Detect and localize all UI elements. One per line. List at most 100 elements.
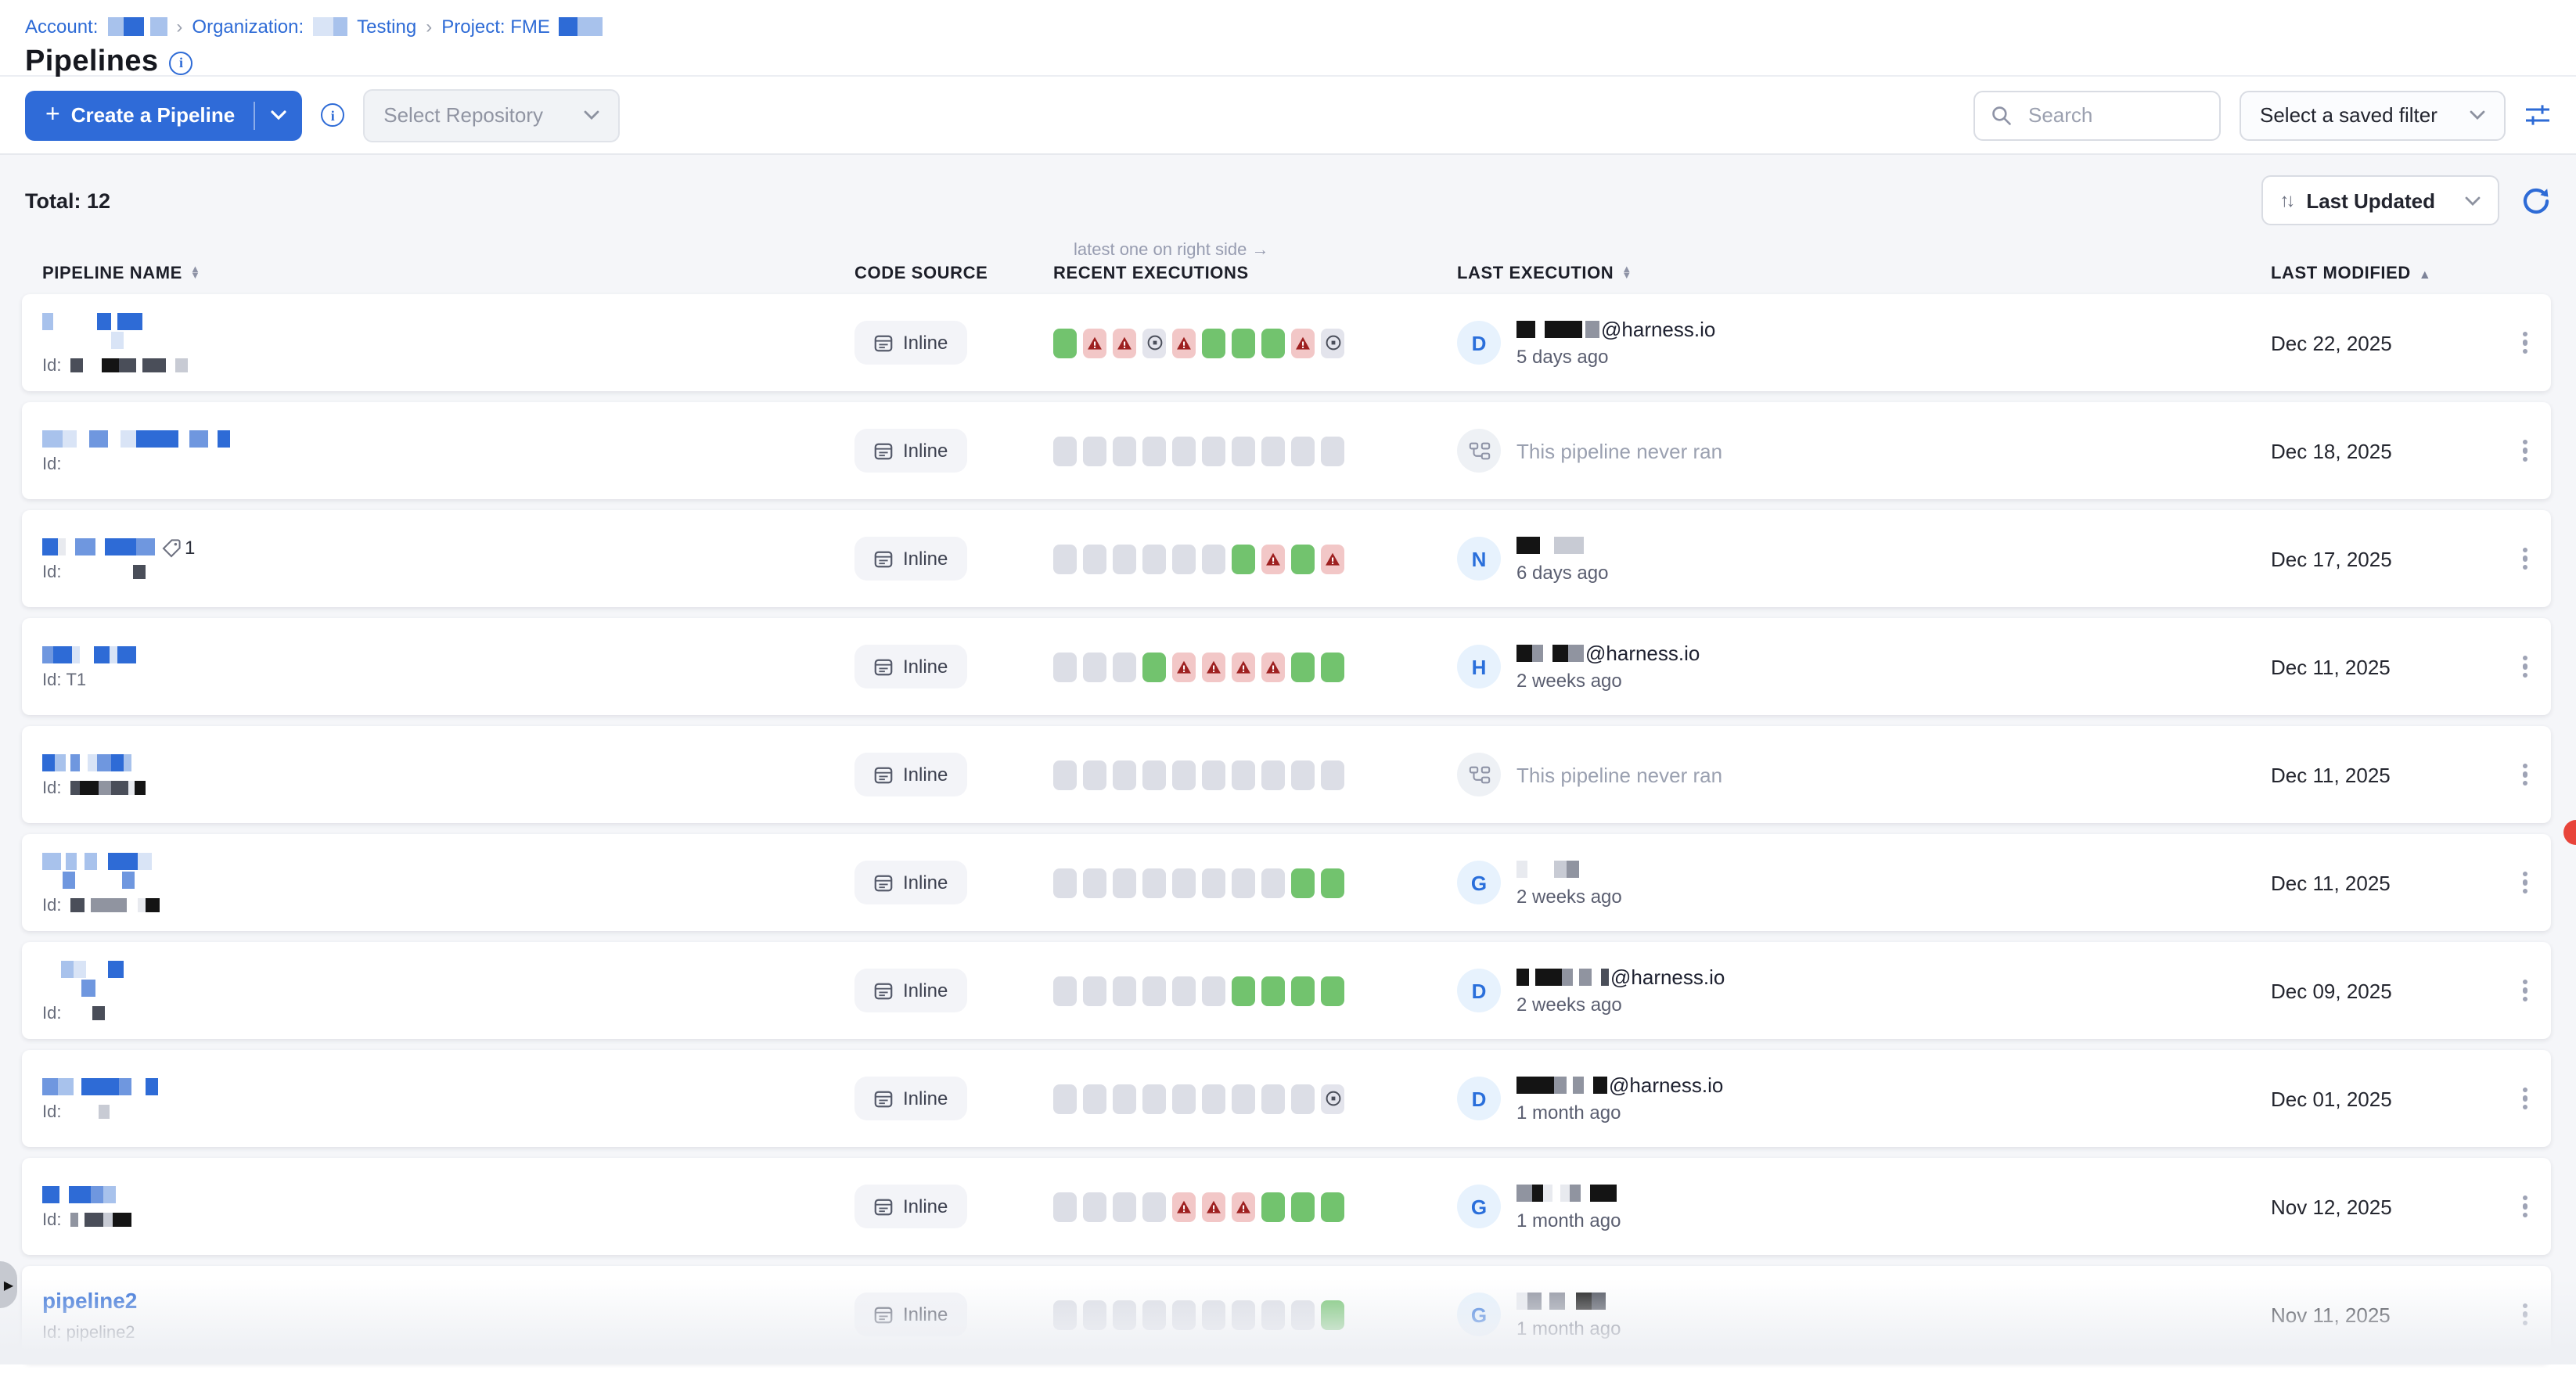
execution-failed[interactable]: [1232, 652, 1255, 681]
breadcrumb-account-link[interactable]: Account:: [25, 16, 98, 38]
column-pipeline-name[interactable]: PIPELINE NAME ▲▼: [42, 264, 854, 283]
pipeline-row[interactable]: Id: Inline This pipeline never ran Dec 1…: [22, 402, 2551, 499]
execution-empty[interactable]: [1261, 436, 1285, 466]
row-menu-button[interactable]: [2499, 322, 2551, 363]
breadcrumb-organization-link[interactable]: Organization:: [192, 16, 304, 38]
pipeline-row[interactable]: Id:T1 Inline H@harness.io2 weeks ago Dec…: [22, 618, 2551, 715]
execution-empty[interactable]: [1142, 1084, 1166, 1113]
pipeline-name-link[interactable]: pipeline2: [42, 1288, 137, 1313]
select-repository-dropdown[interactable]: Select Repository: [363, 88, 620, 142]
execution-empty[interactable]: [1083, 1192, 1106, 1221]
recent-executions-cell[interactable]: [1053, 544, 1457, 573]
execution-empty[interactable]: [1053, 652, 1077, 681]
execution-failed[interactable]: [1232, 1192, 1255, 1221]
recent-executions-cell[interactable]: [1053, 1300, 1457, 1329]
execution-empty[interactable]: [1113, 868, 1136, 897]
row-menu-button[interactable]: [2499, 753, 2551, 795]
recent-executions-cell[interactable]: [1053, 436, 1457, 466]
execution-success[interactable]: [1261, 328, 1285, 358]
search-box[interactable]: [1973, 90, 2221, 140]
recent-executions-cell[interactable]: [1053, 1084, 1457, 1113]
execution-empty[interactable]: [1202, 760, 1225, 789]
refresh-icon[interactable]: [2521, 185, 2551, 215]
saved-filter-dropdown[interactable]: Select a saved filter: [2240, 90, 2506, 140]
execution-failed[interactable]: [1172, 1192, 1196, 1221]
pipeline-row[interactable]: 1 Id: Inline N6 days ago Dec 17, 2025: [22, 510, 2551, 607]
recent-executions-cell[interactable]: [1053, 976, 1457, 1005]
execution-aborted[interactable]: [1321, 1084, 1344, 1113]
execution-empty[interactable]: [1142, 1300, 1166, 1329]
row-menu-button[interactable]: [2499, 861, 2551, 903]
execution-failed[interactable]: [1202, 652, 1225, 681]
execution-empty[interactable]: [1083, 868, 1106, 897]
execution-success[interactable]: [1261, 1192, 1285, 1221]
execution-failed[interactable]: [1321, 544, 1344, 573]
execution-failed[interactable]: [1202, 1192, 1225, 1221]
execution-empty[interactable]: [1142, 976, 1166, 1005]
execution-empty[interactable]: [1202, 976, 1225, 1005]
execution-empty[interactable]: [1083, 760, 1106, 789]
execution-empty[interactable]: [1232, 1300, 1255, 1329]
execution-empty[interactable]: [1053, 1300, 1077, 1329]
pipeline-row[interactable]: Id: Inline D@harness.io2 weeks ago Dec 0…: [22, 942, 2551, 1039]
execution-empty[interactable]: [1053, 1084, 1077, 1113]
execution-empty[interactable]: [1172, 1084, 1196, 1113]
execution-empty[interactable]: [1113, 1300, 1136, 1329]
execution-empty[interactable]: [1053, 760, 1077, 789]
execution-empty[interactable]: [1321, 760, 1344, 789]
execution-empty[interactable]: [1202, 436, 1225, 466]
execution-success[interactable]: [1202, 328, 1225, 358]
execution-empty[interactable]: [1113, 760, 1136, 789]
execution-aborted[interactable]: [1321, 328, 1344, 358]
info-icon[interactable]: i: [321, 103, 344, 127]
row-menu-button[interactable]: [2499, 645, 2551, 687]
execution-empty[interactable]: [1232, 868, 1255, 897]
execution-empty[interactable]: [1202, 868, 1225, 897]
execution-success[interactable]: [1291, 652, 1315, 681]
filter-icon[interactable]: [2524, 102, 2551, 128]
execution-empty[interactable]: [1291, 1084, 1315, 1113]
execution-failed[interactable]: [1291, 328, 1315, 358]
info-icon[interactable]: i: [169, 51, 192, 74]
execution-empty[interactable]: [1083, 544, 1106, 573]
pipeline-row[interactable]: Id: Inline D@harness.io5 days ago Dec 22…: [22, 294, 2551, 391]
execution-failed[interactable]: [1261, 652, 1285, 681]
execution-empty[interactable]: [1202, 1300, 1225, 1329]
execution-empty[interactable]: [1113, 1084, 1136, 1113]
execution-empty[interactable]: [1321, 436, 1344, 466]
execution-empty[interactable]: [1083, 1084, 1106, 1113]
execution-empty[interactable]: [1053, 868, 1077, 897]
execution-empty[interactable]: [1083, 652, 1106, 681]
execution-empty[interactable]: [1232, 436, 1255, 466]
execution-empty[interactable]: [1172, 976, 1196, 1005]
execution-empty[interactable]: [1232, 760, 1255, 789]
execution-empty[interactable]: [1142, 868, 1166, 897]
row-menu-button[interactable]: [2499, 1077, 2551, 1119]
row-menu-button[interactable]: [2499, 1293, 2551, 1335]
execution-success[interactable]: [1261, 976, 1285, 1005]
row-menu-button[interactable]: [2499, 969, 2551, 1011]
execution-success[interactable]: [1321, 652, 1344, 681]
execution-success[interactable]: [1232, 976, 1255, 1005]
search-input[interactable]: [2025, 102, 2204, 128]
execution-failed[interactable]: [1172, 652, 1196, 681]
execution-success[interactable]: [1291, 868, 1315, 897]
row-menu-button[interactable]: [2499, 1185, 2551, 1227]
pipeline-row[interactable]: Id: Inline G2 weeks ago Dec 11, 2025: [22, 834, 2551, 931]
recent-executions-cell[interactable]: [1053, 760, 1457, 789]
execution-success[interactable]: [1321, 1192, 1344, 1221]
execution-empty[interactable]: [1083, 976, 1106, 1005]
row-menu-button[interactable]: [2499, 430, 2551, 471]
execution-empty[interactable]: [1261, 1300, 1285, 1329]
execution-empty[interactable]: [1113, 652, 1136, 681]
execution-success[interactable]: [1321, 1300, 1344, 1329]
execution-empty[interactable]: [1172, 1300, 1196, 1329]
execution-empty[interactable]: [1261, 868, 1285, 897]
execution-failed[interactable]: [1261, 544, 1285, 573]
execution-success[interactable]: [1232, 544, 1255, 573]
execution-empty[interactable]: [1291, 436, 1315, 466]
execution-success[interactable]: [1321, 976, 1344, 1005]
execution-empty[interactable]: [1202, 544, 1225, 573]
execution-empty[interactable]: [1142, 760, 1166, 789]
execution-empty[interactable]: [1172, 544, 1196, 573]
